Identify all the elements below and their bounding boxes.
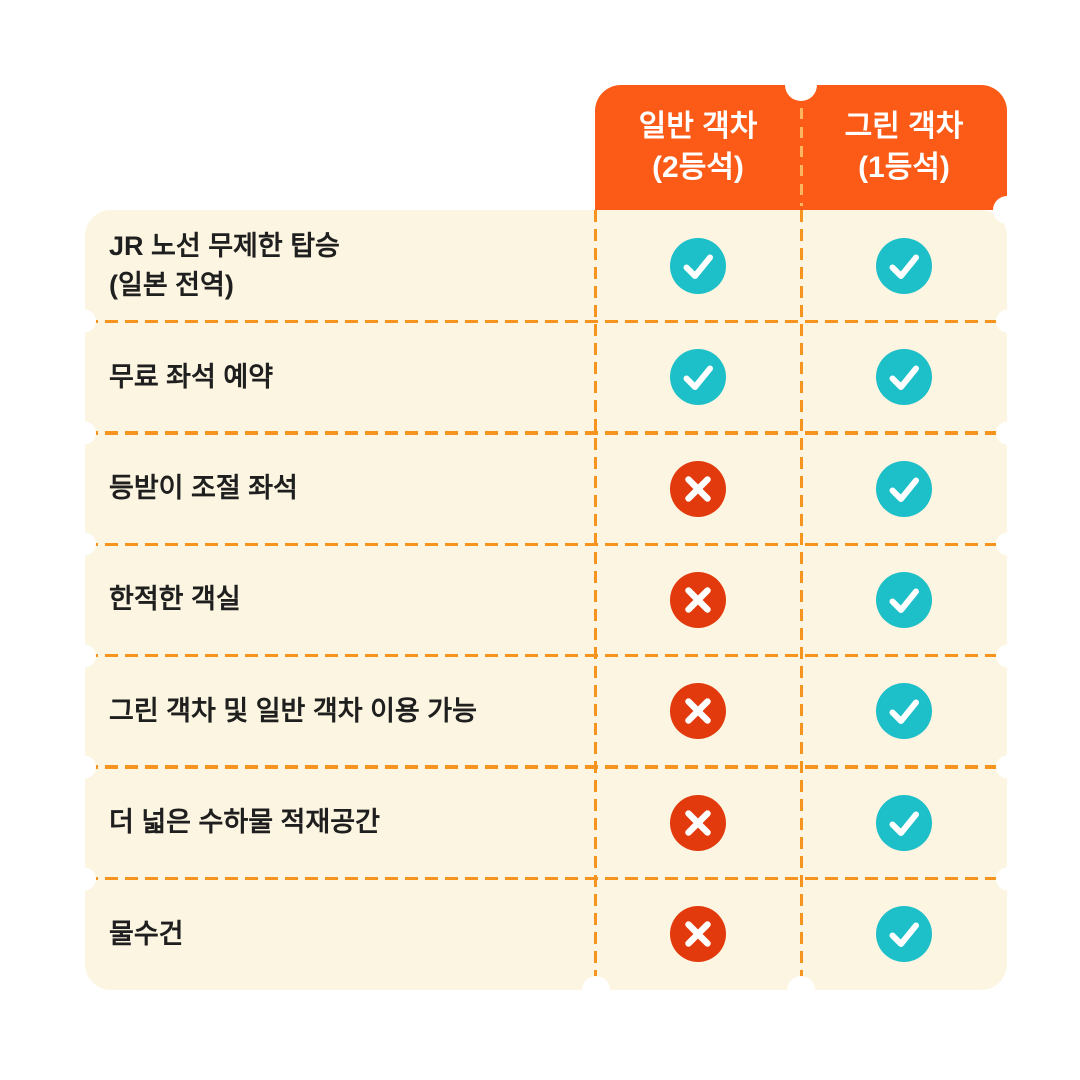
ticket-notch-bottom-right (787, 976, 815, 1004)
check-icon (875, 683, 932, 740)
check-icon (875, 571, 932, 628)
green-car-cell (800, 237, 1007, 294)
green-car-cell (800, 571, 1007, 628)
cross-icon (669, 460, 726, 517)
column-header-ordinary-car: 일반 객차 (2등석) (595, 85, 801, 210)
feature-label: 등받이 조절 좌석 (109, 472, 298, 503)
row-separator (85, 653, 1007, 658)
cross-icon (669, 683, 726, 740)
feature-label: 더 넓은 수하물 적재공간 (109, 807, 380, 838)
table-row: 무료 좌석 예약 (85, 321, 1007, 435)
feature-label: 그린 객차 및 일반 객차 이용 가능 (109, 695, 477, 726)
feature-label: JR 노선 무제한 탑승 (일본 전역) (109, 230, 340, 300)
ordinary-car-cell (595, 906, 800, 963)
table-header: 일반 객차 (2등석) 그린 객차 (1등석) (595, 69, 1007, 210)
green-car-cell (800, 794, 1007, 851)
row-separator (85, 765, 1007, 769)
ticket-notch-bottom-left (582, 976, 610, 1004)
feature-label: 한적한 객실 (109, 584, 241, 615)
cross-icon (669, 906, 726, 963)
green-car-cell (800, 460, 1007, 517)
feature-label: 물수건 (109, 918, 184, 949)
ordinary-car-cell (595, 349, 800, 406)
column-header-ordinary-line1: 일반 객차 (638, 110, 758, 143)
column-header-green-line2: (1등석) (858, 150, 950, 184)
column-divider-right (799, 210, 803, 990)
row-separator (85, 876, 1007, 881)
table-row: 더 넓은 수하물 적재공간 (85, 767, 1007, 881)
table-row: 물수건 (85, 879, 1007, 990)
ordinary-car-cell (595, 237, 800, 294)
green-car-cell (800, 349, 1007, 406)
feature-label: 무료 좌석 예약 (109, 361, 274, 392)
green-car-cell (800, 683, 1007, 740)
green-car-cell (800, 906, 1007, 963)
row-separator (85, 319, 1007, 324)
check-icon (875, 794, 932, 851)
check-icon (875, 237, 932, 294)
cross-icon (669, 571, 726, 628)
cross-icon (669, 794, 726, 851)
check-icon (669, 349, 726, 406)
ordinary-car-cell (595, 571, 800, 628)
column-divider-left (594, 210, 597, 990)
check-icon (875, 460, 932, 517)
ordinary-car-cell (595, 683, 800, 740)
table-row: 등받이 조절 좌석 (85, 433, 1007, 547)
column-header-ordinary-line2: (2등석) (652, 150, 744, 184)
ticket-notch-top (785, 69, 817, 101)
header-column-divider (799, 89, 803, 206)
check-icon (875, 349, 932, 406)
check-icon (669, 237, 726, 294)
table-body: JR 노선 무제한 탑승 (일본 전역) 무료 좌석 예약 등받이 조절 좌석 (85, 210, 1007, 990)
check-icon (875, 906, 932, 963)
ticket-notch-right (993, 196, 1021, 224)
comparison-table: 일반 객차 (2등석) 그린 객차 (1등석) JR 노선 무제한 탑승 (일본 … (85, 69, 1021, 1004)
ordinary-car-cell (595, 460, 800, 517)
column-header-green-car: 그린 객차 (1등석) (801, 85, 1007, 210)
table-row: 한적한 객실 (85, 544, 1007, 658)
column-header-green-line1: 그린 객차 (844, 110, 964, 143)
table-row: JR 노선 무제한 탑승 (일본 전역) (85, 210, 1007, 324)
row-separator (85, 542, 1007, 547)
table-row: 그린 객차 및 일반 객차 이용 가능 (85, 656, 1007, 769)
row-separator (85, 431, 1007, 435)
ordinary-car-cell (595, 794, 800, 851)
